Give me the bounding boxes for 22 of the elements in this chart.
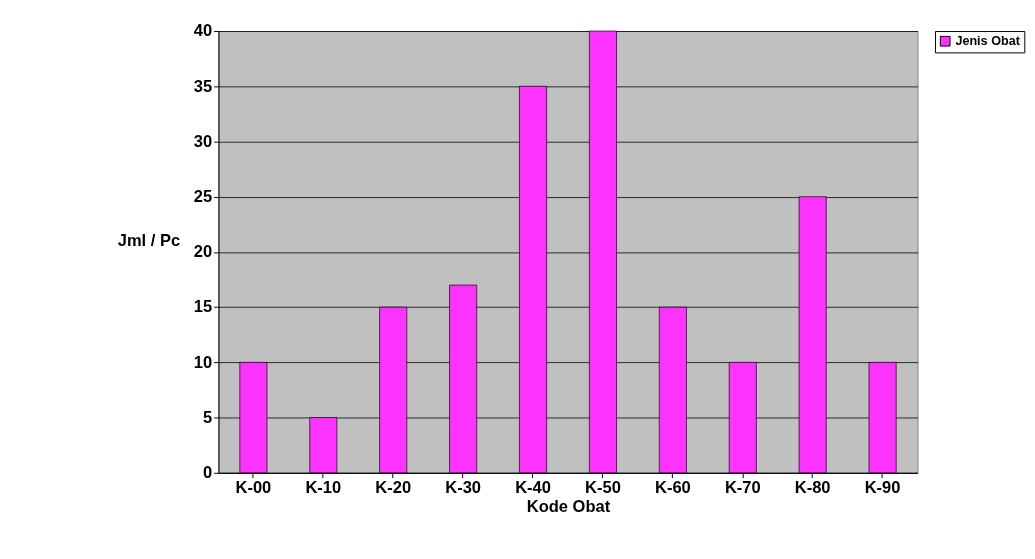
x-tick-label: K-90 — [864, 477, 901, 496]
y-tick-label: 0 — [202, 463, 213, 482]
x-tick-label: K-50 — [585, 477, 621, 496]
y-tick-label: 40 — [193, 21, 213, 40]
x-tick-label: K-40 — [515, 477, 551, 496]
y-tick-label: 25 — [193, 187, 213, 206]
x-axis-title: Kode Obat — [526, 497, 611, 516]
x-tick-label: K-80 — [794, 477, 831, 496]
y-tick-label: 35 — [193, 76, 213, 95]
x-tick-label: K-00 — [235, 477, 272, 496]
y-tick-label: 10 — [193, 352, 213, 371]
x-tick-label: K-60 — [654, 477, 691, 496]
y-tick-label: 5 — [202, 407, 213, 426]
y-tick-label: 15 — [193, 297, 213, 316]
y-axis-title: Jml / Pc — [117, 231, 181, 250]
x-tick-label: K-20 — [375, 477, 412, 496]
y-tick-label: 30 — [193, 131, 213, 150]
y-tick-label: 20 — [193, 242, 213, 261]
legend-label: Jenis Obat — [955, 34, 1021, 49]
x-tick-label: K-70 — [724, 477, 761, 496]
x-tick-label: K-10 — [305, 477, 342, 496]
x-tick-label: K-30 — [445, 477, 482, 496]
